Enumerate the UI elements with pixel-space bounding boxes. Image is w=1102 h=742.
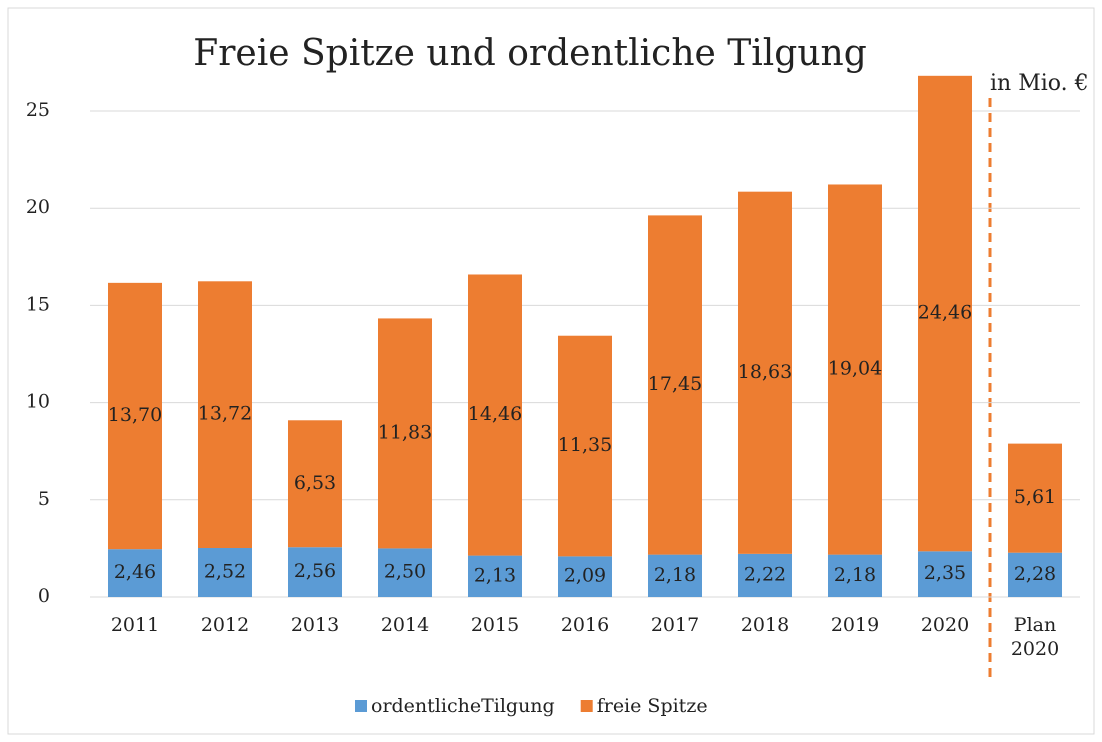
value-label: 2,52 <box>204 561 246 583</box>
value-label: 2,56 <box>294 560 336 582</box>
bar-segment <box>558 556 612 597</box>
bar-segment <box>378 318 432 549</box>
value-label: 2,46 <box>114 561 156 583</box>
value-label: 17,45 <box>648 373 702 395</box>
x-tick-label: 2018 <box>740 614 790 636</box>
value-label: 2,28 <box>1014 563 1056 585</box>
value-label: 24,46 <box>918 302 972 324</box>
bar-segment <box>648 215 702 555</box>
x-tick-label: Plan 2020 <box>1010 614 1060 660</box>
chart-title: Freie Spitze und ordentliche Tilgung <box>193 33 867 74</box>
bar-segment <box>558 335 612 557</box>
bar-segment <box>738 191 792 554</box>
value-label: 13,72 <box>198 403 252 425</box>
bar-segment <box>108 282 162 550</box>
x-tick-label: 2012 <box>200 614 250 636</box>
y-tick-label: 0 <box>38 585 50 607</box>
bar-segment <box>738 553 792 597</box>
value-label: 2,18 <box>834 564 876 586</box>
bar-segment <box>288 547 342 597</box>
bar-segment <box>918 75 972 552</box>
x-tick-label: 2019 <box>830 614 880 636</box>
bar-segment <box>648 554 702 597</box>
y-tick-label: 25 <box>26 99 50 121</box>
y-tick-label: 5 <box>38 488 50 510</box>
legend-label: ordentlicheTilgung <box>371 695 555 717</box>
bar-segment <box>468 555 522 597</box>
value-label: 19,04 <box>828 358 882 380</box>
value-label: 14,46 <box>468 403 522 425</box>
legend-label: freie Spitze <box>597 695 708 717</box>
value-label: 11,83 <box>378 421 432 443</box>
value-label: 2,18 <box>654 564 696 586</box>
legend-swatch <box>355 700 367 712</box>
value-label: 2,22 <box>744 563 786 585</box>
value-label: 6,53 <box>294 472 336 494</box>
value-label: 2,35 <box>924 562 966 584</box>
bar-segment <box>828 184 882 555</box>
value-label: 2,09 <box>564 565 606 587</box>
x-tick-label: 2015 <box>470 614 520 636</box>
y-tick-label: 10 <box>26 391 50 413</box>
value-label: 18,63 <box>738 361 792 383</box>
unit-annotation: in Mio. € <box>990 71 1089 96</box>
x-tick-label: 2011 <box>110 614 160 636</box>
x-tick-label: 2020 <box>920 614 970 636</box>
frame <box>7 7 1095 735</box>
bar-segment <box>828 554 882 597</box>
bar-segment <box>288 420 342 548</box>
x-tick-label: 2013 <box>290 614 340 636</box>
value-label: 2,50 <box>384 561 426 583</box>
value-label: 5,61 <box>1014 486 1056 508</box>
bar-segment <box>918 551 972 597</box>
value-label: 2,13 <box>474 564 516 586</box>
y-tick-label: 15 <box>26 293 50 315</box>
bar-segment <box>378 548 432 597</box>
bar-segment <box>1008 443 1062 553</box>
value-label: 13,70 <box>108 404 162 426</box>
x-tick-label: 2014 <box>380 614 430 636</box>
bar-segment <box>108 549 162 597</box>
bar-segment <box>198 548 252 597</box>
bar-segment <box>198 281 252 549</box>
bar-segment <box>468 274 522 556</box>
legend-swatch <box>580 700 593 712</box>
x-tick-label: 2017 <box>650 614 700 636</box>
x-tick-label: 2016 <box>560 614 610 636</box>
value-label: 11,35 <box>558 434 612 456</box>
y-tick-label: 20 <box>26 196 50 218</box>
bar-segment <box>1008 552 1062 597</box>
